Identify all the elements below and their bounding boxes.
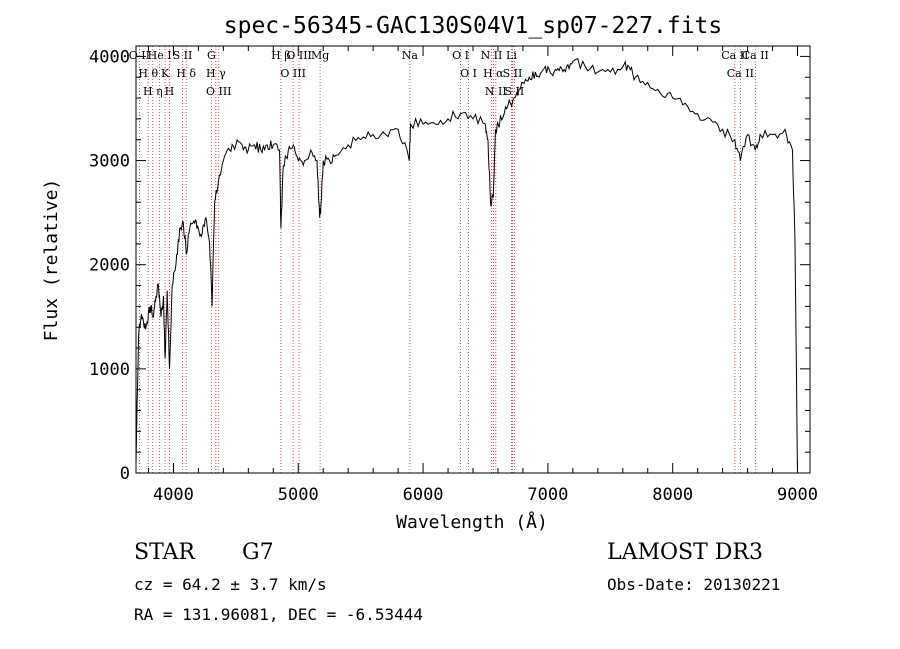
line-label: O III <box>286 49 312 62</box>
line-label: Na <box>402 49 419 62</box>
y-axis-label: Flux (relative) <box>41 179 62 342</box>
y-tick-label: 0 <box>120 464 130 484</box>
x-axis-label: Wavelength (Å) <box>396 511 548 533</box>
line-label: Ca II <box>721 49 748 62</box>
line-label: H <box>165 85 175 98</box>
x-tick-label: 7000 <box>527 485 568 505</box>
subclass: G7 <box>242 540 274 565</box>
line-label: H β <box>271 49 290 62</box>
line-label: Mg <box>311 49 329 62</box>
x-tick-label: 6000 <box>403 485 444 505</box>
line-label: Ca II <box>742 49 769 62</box>
line-label: G <box>207 49 216 62</box>
line-label: O III <box>280 67 306 80</box>
line-label: H δ <box>176 67 196 80</box>
redshift-velocity: cz = 64.2 ± 3.7 km/s <box>134 575 327 594</box>
spectrum-series-line <box>135 58 798 474</box>
y-tick-label: 1000 <box>89 360 130 380</box>
y-tick-label: 4000 <box>89 47 130 67</box>
spectral-line-markers <box>138 46 756 473</box>
line-label: K <box>161 67 170 80</box>
line-label: O I <box>460 67 477 80</box>
coordinates: RA = 131.96081, DEC = -6.53444 <box>134 605 423 624</box>
line-label: H γ <box>206 67 226 80</box>
x-tick-label: 9000 <box>777 485 818 505</box>
line-label: N II <box>481 49 503 62</box>
x-tick-label: 4000 <box>153 485 194 505</box>
line-label: Li <box>506 49 517 62</box>
line-label: H α <box>483 67 504 80</box>
line-label: H θ <box>138 67 158 80</box>
line-label: O III <box>206 85 232 98</box>
observation-date: Obs-Date: 20130221 <box>607 575 781 594</box>
line-label: N II <box>485 85 507 98</box>
y-tick-label: 3000 <box>89 152 130 172</box>
chart-title: spec-56345-GAC130S04V1_sp07-227.fits <box>224 13 723 39</box>
y-tick-label: 2000 <box>89 256 130 276</box>
line-label: S II <box>503 67 523 80</box>
plot-frame <box>135 45 811 474</box>
line-label: S II <box>504 85 524 98</box>
line-label: O II <box>129 49 150 62</box>
line-label: He I <box>148 49 172 62</box>
survey-name: LAMOST DR3 <box>607 540 763 565</box>
object-class: STAR <box>134 540 195 565</box>
line-label: Ca II <box>727 67 754 80</box>
line-label: S II <box>173 49 193 62</box>
line-label: H η <box>143 85 163 98</box>
x-tick-label: 5000 <box>278 485 319 505</box>
line-label: O I <box>452 49 469 62</box>
x-tick-label: 8000 <box>652 485 693 505</box>
axis-ticks: 4000 5000 6000 7000 8000 9000 0 1000 2000 3000 400… <box>89 46 818 505</box>
